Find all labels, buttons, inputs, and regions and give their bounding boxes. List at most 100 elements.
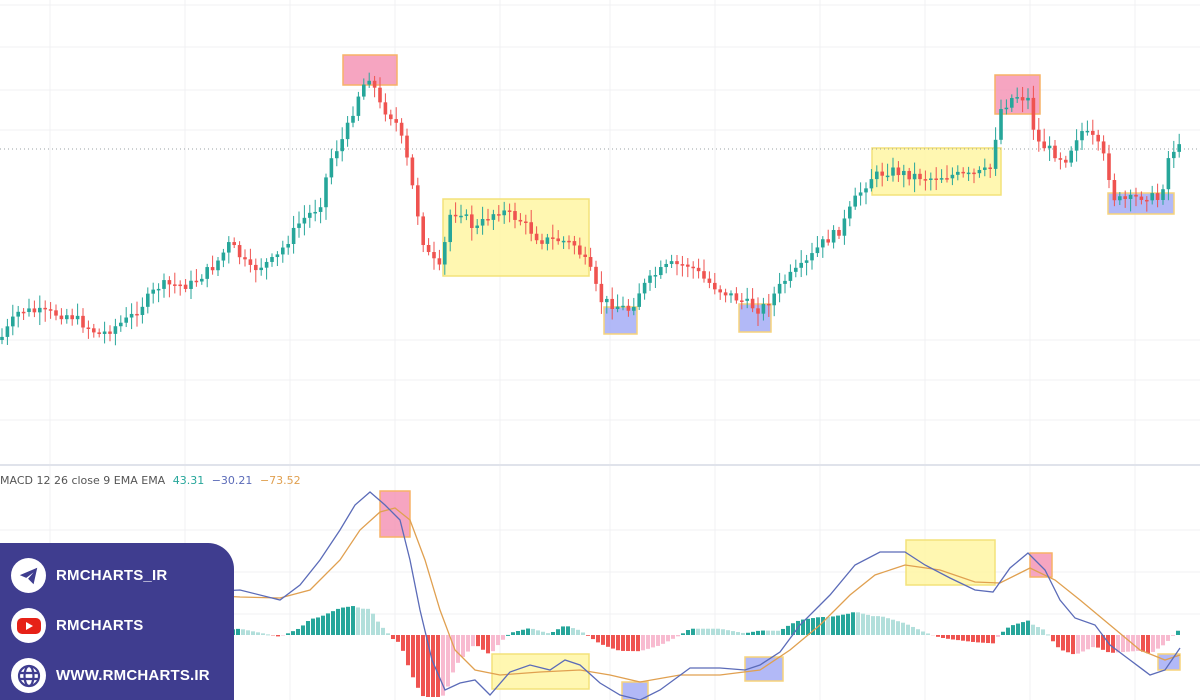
candle-body (507, 210, 512, 212)
candle-body (27, 308, 31, 313)
histogram-bar (1041, 629, 1045, 635)
histogram-bar (561, 626, 565, 635)
macd-hist-value: 43.31 (172, 474, 205, 487)
histogram-bar (531, 628, 535, 635)
histogram-bar (776, 630, 780, 635)
candle-body (842, 218, 847, 236)
blue-highlight-box (621, 681, 649, 700)
histogram-bar (311, 618, 315, 635)
histogram-bar (916, 629, 920, 635)
histogram-bar (1071, 635, 1075, 655)
histogram-bar (666, 635, 670, 642)
candle-body (799, 262, 803, 268)
candle-body (524, 221, 528, 224)
candle-body (1096, 134, 1100, 142)
histogram-bar (976, 635, 980, 643)
candle-body (86, 327, 91, 330)
candle-body (540, 240, 544, 244)
candle-body (405, 135, 409, 158)
candle-body (259, 267, 263, 271)
histogram-bar (646, 635, 650, 649)
histogram-bar (806, 618, 810, 635)
histogram-bar (566, 626, 570, 635)
histogram-bar (441, 635, 445, 696)
candle-body (615, 306, 620, 310)
candle-body (713, 282, 717, 290)
histogram-bar (856, 612, 860, 635)
histogram-bar (1021, 622, 1025, 635)
candle-body (993, 139, 998, 169)
youtube-icon (11, 608, 46, 643)
candle-body (173, 284, 177, 286)
histogram-bar (681, 633, 685, 635)
candle-body (313, 211, 317, 214)
histogram-bar (486, 635, 490, 654)
histogram-bar (846, 613, 850, 635)
histogram-bar (1006, 627, 1010, 635)
histogram-bar (841, 614, 845, 635)
candle-body (1155, 193, 1160, 200)
candle-body (750, 298, 755, 309)
telegram-icon (11, 558, 46, 593)
candle-body (324, 177, 328, 208)
histogram-bar (1016, 623, 1020, 635)
histogram-bar (946, 635, 950, 639)
histogram-bar (686, 630, 690, 635)
histogram-bar (476, 635, 480, 647)
macd-line (0, 491, 1181, 700)
candle-body (194, 280, 199, 283)
histogram-bar (691, 628, 695, 635)
candle-body (254, 264, 258, 271)
candle-body (621, 305, 625, 308)
histogram-bar (1156, 635, 1160, 649)
candle-body (286, 243, 290, 248)
histogram-bar (386, 633, 390, 635)
histogram-bar (781, 628, 785, 635)
candle-body (707, 278, 712, 283)
candle-body (340, 139, 344, 152)
histogram-bar (966, 635, 970, 642)
macd-highlights (379, 490, 1181, 700)
candle-body (21, 311, 26, 314)
histogram-bar (1036, 627, 1040, 635)
blue-highlight-box (1157, 653, 1181, 671)
candle-body (140, 306, 145, 315)
candle-body (248, 259, 253, 265)
histogram-bar (836, 615, 840, 635)
candle-body (686, 264, 690, 267)
histogram-bar (1146, 635, 1150, 654)
histogram-bar (501, 635, 505, 640)
candle-body (691, 266, 695, 269)
candle-body (38, 307, 42, 313)
histogram-bar (1096, 635, 1100, 648)
candle-body (475, 225, 479, 228)
histogram-bar (771, 630, 775, 635)
candle-body (551, 237, 555, 239)
histogram-bar (1081, 635, 1085, 652)
histogram-bar (1056, 635, 1060, 648)
blue-highlight-box (738, 303, 772, 333)
histogram-bar (936, 635, 940, 637)
candle-body (659, 267, 663, 276)
histogram-bar (671, 635, 675, 639)
candle-body (1080, 131, 1084, 141)
candle-body (189, 280, 193, 289)
candle-body (297, 223, 301, 228)
histogram-bar (1111, 635, 1115, 653)
candle-body (848, 206, 852, 219)
candle-body (383, 102, 388, 115)
histogram-bar (1141, 635, 1145, 652)
candle-body (167, 280, 172, 285)
candle-body (75, 315, 80, 320)
histogram-bar (991, 635, 995, 644)
telegram-link[interactable]: RMCHARTS_IR (11, 558, 167, 593)
histogram-bar (896, 621, 900, 635)
candle-body (702, 271, 706, 279)
youtube-link[interactable]: RMCHARTS (11, 608, 143, 643)
website-link[interactable]: WWW.RMCHARTS.IR (11, 658, 210, 693)
histogram-bar (571, 628, 575, 635)
candle-body (837, 229, 841, 236)
candle-body (470, 214, 474, 228)
histogram-bar (1066, 635, 1070, 653)
